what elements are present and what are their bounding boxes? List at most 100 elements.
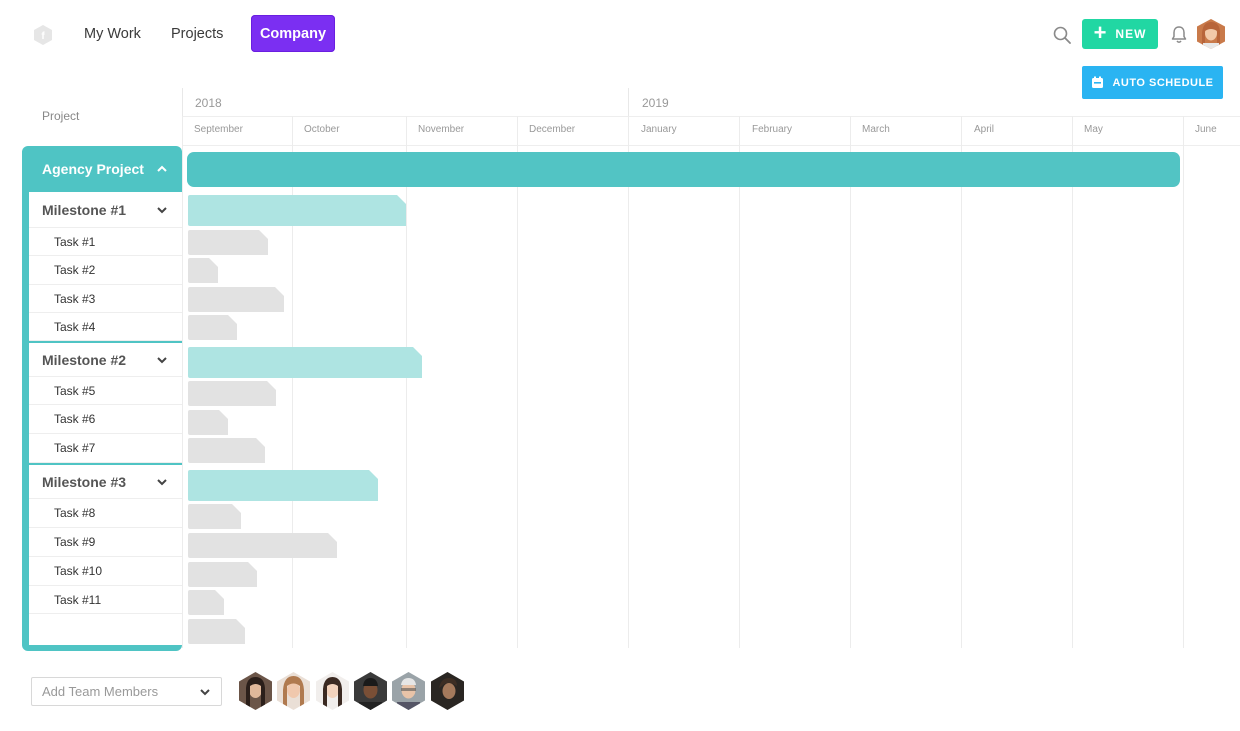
task-row[interactable]: Task #3 <box>29 285 182 313</box>
gridline <box>1183 116 1184 648</box>
task-label: Task #5 <box>54 383 96 398</box>
task-row[interactable]: Task #5 <box>29 377 182 405</box>
chevron-down-icon[interactable] <box>156 204 168 216</box>
gantt-timeline: 2018 2019 September October November Dec… <box>182 88 1240 648</box>
team-member-avatar[interactable] <box>431 672 464 710</box>
milestone-row[interactable]: Milestone #1 <box>29 192 182 228</box>
task-label: Task #11 <box>54 592 102 607</box>
project-header[interactable]: Agency Project <box>22 146 182 191</box>
task-row[interactable]: Task #9 <box>29 528 182 557</box>
task-label: Task #1 <box>54 234 96 249</box>
task-bar[interactable] <box>188 438 265 463</box>
task-bar[interactable] <box>188 410 228 435</box>
task-bar[interactable] <box>188 533 337 558</box>
project-column-label: Project <box>42 109 80 123</box>
task-label: Task #4 <box>54 319 96 334</box>
gridline <box>850 116 851 648</box>
year-label: 2019 <box>642 96 669 110</box>
year-label: 2018 <box>195 96 222 110</box>
gridline <box>292 116 293 648</box>
milestone-label: Milestone #2 <box>42 351 127 368</box>
task-label: Task #9 <box>54 535 96 549</box>
task-bar[interactable] <box>188 315 237 340</box>
task-bar[interactable] <box>188 619 245 644</box>
task-row[interactable]: Task #8 <box>29 499 182 528</box>
year-divider <box>628 88 629 116</box>
year-divider <box>182 88 183 116</box>
task-bar[interactable] <box>188 230 268 255</box>
user-avatar[interactable] <box>1197 19 1225 49</box>
month-label: April <box>974 124 995 135</box>
chevron-up-icon[interactable] <box>156 163 168 175</box>
month-label: January <box>641 124 677 135</box>
task-bar[interactable] <box>188 562 257 587</box>
bell-icon[interactable] <box>1170 25 1188 44</box>
gridline <box>517 116 518 648</box>
gridline <box>739 116 740 648</box>
auto-schedule-label: AUTO SCHEDULE <box>1112 76 1214 89</box>
milestone-label: Milestone #1 <box>42 201 127 218</box>
task-label: Task #3 <box>54 291 96 306</box>
gridline <box>1072 116 1073 648</box>
month-label: October <box>304 124 340 135</box>
logo-icon[interactable]: f <box>33 24 53 46</box>
task-row[interactable]: Task #10 <box>29 557 182 586</box>
month-label: November <box>418 124 465 135</box>
month-label: June <box>1195 124 1217 135</box>
task-row[interactable]: Task #7 <box>29 434 182 463</box>
task-bar[interactable] <box>188 504 241 529</box>
task-bar[interactable] <box>188 590 224 615</box>
calendar-icon <box>1092 76 1104 88</box>
team-member-avatar[interactable] <box>277 672 310 710</box>
chevron-down-icon[interactable] <box>199 686 211 698</box>
milestone-label: Milestone #3 <box>42 473 127 490</box>
project-name: Agency Project <box>42 160 144 177</box>
new-button-label: NEW <box>1115 27 1147 41</box>
plus-icon: + <box>1093 20 1108 45</box>
milestone-row[interactable]: Milestone #3 <box>29 463 182 499</box>
gridline <box>406 116 407 648</box>
task-label: Task #10 <box>54 564 103 578</box>
milestone-row[interactable]: Milestone #2 <box>29 341 182 377</box>
project-panel: Agency Project Milestone #1 Task #1 Task… <box>22 146 182 651</box>
month-label: March <box>862 124 890 135</box>
auto-schedule-button[interactable]: AUTO SCHEDULE <box>1082 66 1223 99</box>
search-icon[interactable] <box>1053 26 1071 44</box>
new-button[interactable]: + NEW <box>1082 19 1158 49</box>
task-label: Task #2 <box>54 263 96 277</box>
add-team-members-select[interactable]: Add Team Members <box>31 677 222 706</box>
task-row[interactable]: Task #2 <box>29 256 182 285</box>
task-row[interactable]: Task #11 <box>29 586 182 614</box>
team-member-avatar[interactable] <box>354 672 387 710</box>
nav-my-work[interactable]: My Work <box>84 26 141 42</box>
chevron-down-icon[interactable] <box>156 354 168 366</box>
task-label: Task #8 <box>54 506 96 520</box>
nav-company[interactable]: Company <box>251 15 335 52</box>
milestone-bar[interactable] <box>188 470 378 501</box>
milestone-bar[interactable] <box>188 195 406 226</box>
chevron-down-icon[interactable] <box>156 476 168 488</box>
nav-projects[interactable]: Projects <box>171 26 224 42</box>
task-bar[interactable] <box>188 258 218 283</box>
task-row[interactable]: Task #1 <box>29 228 182 256</box>
month-label: September <box>194 124 243 135</box>
month-header: September October November December Janu… <box>182 116 1240 146</box>
task-label: Task #6 <box>54 412 96 426</box>
gridline <box>182 116 183 648</box>
task-label: Task #7 <box>54 441 96 455</box>
task-row[interactable]: Task #4 <box>29 313 182 341</box>
svg-text:f: f <box>41 31 45 42</box>
project-bar[interactable] <box>187 152 1180 187</box>
team-member-avatar[interactable] <box>392 672 425 710</box>
milestone-bar[interactable] <box>188 347 422 378</box>
team-member-avatar[interactable] <box>239 672 272 710</box>
task-bar[interactable] <box>188 287 284 312</box>
task-bar[interactable] <box>188 381 276 406</box>
task-row[interactable]: Task #6 <box>29 405 182 434</box>
gridline <box>628 116 629 648</box>
month-label: May <box>1084 124 1103 135</box>
team-member-avatar[interactable] <box>316 672 349 710</box>
gridline <box>961 116 962 648</box>
month-label: December <box>529 124 576 135</box>
add-team-members-placeholder: Add Team Members <box>42 684 159 699</box>
